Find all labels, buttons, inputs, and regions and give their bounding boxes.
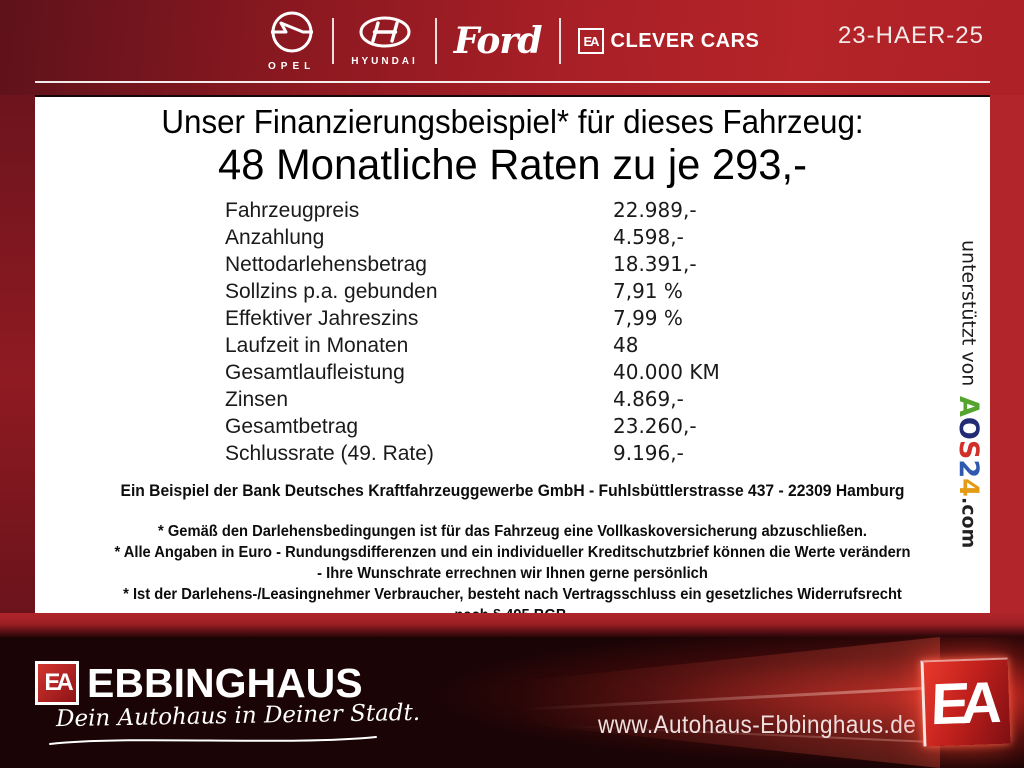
- row-value: 9.196,-: [613, 441, 684, 465]
- table-row: Gesamtlaufleistung 40.000 KM: [225, 360, 720, 387]
- side-stripe-left: [0, 95, 35, 613]
- row-value: 22.989,-: [613, 198, 697, 222]
- row-label: Gesamtbetrag: [225, 415, 359, 438]
- hyundai-h-icon: [358, 15, 412, 54]
- divider: [558, 18, 561, 64]
- side-stripe-right: [990, 95, 1024, 613]
- supporter-suffix: .com: [957, 497, 980, 549]
- row-value: 4.869,-: [613, 387, 684, 411]
- ea-box-icon: EA: [577, 28, 604, 54]
- divider: [332, 18, 335, 64]
- clever-cars-label: CLEVER CARS: [610, 29, 760, 52]
- hyundai-wordmark: HYUNDAI: [351, 56, 418, 67]
- finance-panel: Unser Finanzierungsbeispiel* für dieses …: [35, 95, 990, 624]
- red-divider-band: [0, 613, 1024, 637]
- aos24-letter: A: [953, 396, 984, 418]
- dealer-logo: EA EBBINGHAUS: [35, 661, 363, 705]
- dealer-slogan: Dein Autohaus in Deiner Stadt.: [55, 699, 421, 733]
- opel-blitz-icon: [270, 10, 314, 59]
- row-label: Laufzeit in Monaten: [225, 334, 409, 357]
- opel-logo: OPEL: [268, 10, 315, 72]
- brand-logo-strip: OPEL HYUNDAI Ford EA CLEVER CARS: [268, 10, 760, 72]
- aos24-letter: 4: [953, 478, 984, 498]
- table-row: Gesamtbetrag 23.260,-: [225, 414, 720, 441]
- header-underline: [35, 81, 990, 83]
- row-value: 40.000 KM: [613, 360, 720, 384]
- row-label: Sollzins p.a. gebunden: [225, 280, 438, 303]
- row-label: Anzahlung: [225, 226, 325, 249]
- table-row: Fahrzeugpreis 22.989,-: [225, 198, 720, 225]
- clever-cars-logo: EA CLEVER CARS: [577, 28, 760, 54]
- table-row: Sollzins p.a. gebunden 7,91 %: [225, 279, 720, 306]
- opel-wordmark: OPEL: [268, 61, 316, 72]
- offer-code: 23-HAER-25: [837, 22, 984, 49]
- disclaimer-line: - Ihre Wunschrate errechnen wir Ihnen ge…: [317, 565, 708, 582]
- row-value: 7,99 %: [613, 306, 683, 330]
- footer-bar: EA EBBINGHAUS Dein Autohaus in Deiner St…: [0, 637, 1024, 768]
- disclaimer-line: * Ist der Darlehens-/Leasingnehmer Verbr…: [123, 586, 902, 603]
- row-label: Fahrzeugpreis: [225, 199, 360, 222]
- dealer-name: EBBINGHAUS: [87, 660, 363, 706]
- aos24-letter: S: [953, 440, 984, 460]
- aos24-logo: AOS24: [953, 396, 984, 497]
- disclaimer-line: * Alle Angaben in Euro - Rundungsdiffere…: [114, 544, 911, 561]
- table-row: Laufzeit in Monaten 48: [225, 333, 720, 360]
- ea-emblem-logo: EA: [920, 657, 1011, 747]
- disclaimer-line: * Gemäß den Darlehensbedingungen ist für…: [158, 523, 867, 540]
- row-label: Gesamtlaufleistung: [225, 361, 405, 384]
- row-value: 18.391,-: [613, 252, 697, 276]
- row-value: 48: [613, 333, 639, 357]
- table-row: Schlussrate (49. Rate) 9.196,-: [225, 441, 720, 468]
- finance-rate-headline: 48 Monatliche Raten zu je 293,-: [218, 141, 807, 189]
- row-label: Effektiver Jahreszins: [225, 307, 419, 330]
- header-bar: OPEL HYUNDAI Ford EA CLEVER CARS 23-HAER…: [0, 0, 1024, 95]
- row-value: 4.598,-: [613, 225, 684, 249]
- table-row: Anzahlung 4.598,-: [225, 225, 720, 252]
- ea-square-icon: EA: [35, 661, 79, 705]
- hyundai-logo: HYUNDAI: [351, 15, 418, 67]
- row-label: Nettodarlehensbetrag: [225, 253, 427, 276]
- bank-info-line: Ein Beispiel der Bank Deutsches Kraftfah…: [120, 481, 905, 500]
- supporter-prefix: unterstützt von: [957, 240, 980, 387]
- supporter-note: unterstützt von AOS24 .com: [953, 240, 984, 549]
- aos24-letter: 2: [953, 459, 984, 479]
- row-value: 23.260,-: [613, 414, 697, 438]
- slogan-flourish: [49, 736, 377, 745]
- aos24-letter: O: [953, 417, 984, 441]
- finance-table: Fahrzeugpreis 22.989,- Anzahlung 4.598,- N…: [225, 198, 720, 468]
- row-label: Zinsen: [225, 388, 289, 411]
- table-row: Zinsen 4.869,-: [225, 387, 720, 414]
- table-row: Effektiver Jahreszins 7,99 %: [225, 306, 720, 333]
- table-row: Nettodarlehensbetrag 18.391,-: [225, 252, 720, 279]
- row-value: 7,91 %: [613, 279, 683, 303]
- finance-title: Unser Finanzierungsbeispiel* für dieses …: [161, 103, 864, 140]
- ea-emblem-letters: EA: [930, 669, 995, 737]
- divider: [434, 18, 437, 64]
- row-label: Schlussrate (49. Rate): [225, 442, 434, 465]
- disclaimer-block: * Gemäß den Darlehensbedingungen ist für…: [35, 521, 990, 627]
- ford-logo: Ford: [453, 20, 543, 62]
- website-link[interactable]: www.Autohaus-Ebbinghaus.de: [598, 711, 917, 739]
